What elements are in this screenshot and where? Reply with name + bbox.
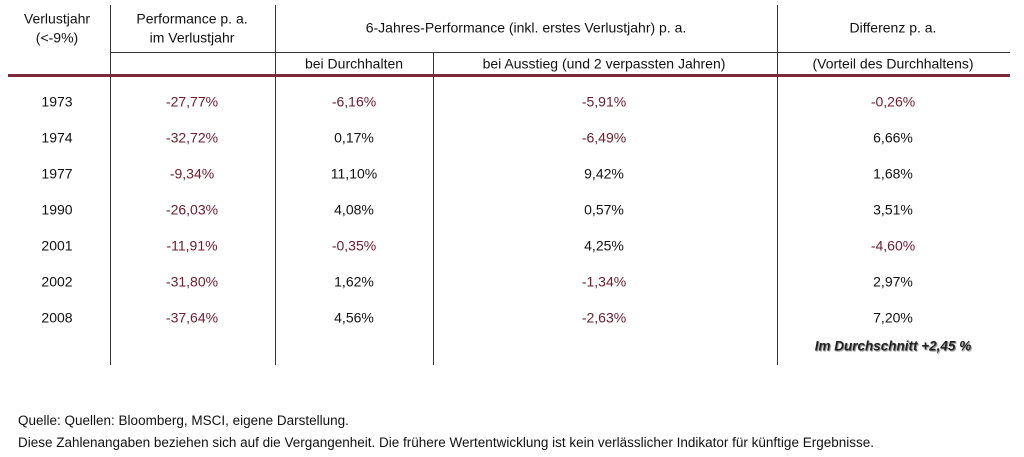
table-cell: 2002 xyxy=(41,273,73,290)
table-cell: -6,49% xyxy=(581,129,627,146)
table-cell: 7,20% xyxy=(873,309,913,326)
table-cell: 1973 xyxy=(41,93,73,110)
table-cell: 3,51% xyxy=(873,201,913,218)
table-cell: 2,97% xyxy=(873,273,913,290)
table-cell: 1974 xyxy=(41,129,73,146)
col-line xyxy=(433,52,434,365)
summary: Im Durchschnitt +2,45 % xyxy=(814,338,972,354)
header-rule xyxy=(8,74,1010,77)
col-line xyxy=(110,5,111,365)
table-cell: 1,62% xyxy=(334,273,374,290)
header-cell: Differenz p. a. xyxy=(849,19,937,36)
table-cell: -26,03% xyxy=(165,201,219,218)
table-cell: -0,26% xyxy=(870,93,916,110)
table-cell: -37,64% xyxy=(165,309,219,326)
table-cell: -6,16% xyxy=(331,93,377,110)
table-cell: 4,25% xyxy=(584,237,624,254)
table-cell: 0,57% xyxy=(584,201,624,218)
table-cell: -0,35% xyxy=(331,237,377,254)
table-cell: -5,91% xyxy=(581,93,627,110)
row-line xyxy=(110,52,1010,53)
table-cell: 6,66% xyxy=(873,129,913,146)
header-cell: Performance p. a. xyxy=(136,10,248,26)
subheader-cell: (Vorteil des Durchhaltens) xyxy=(812,55,974,72)
footnote: Diese Zahlenangaben beziehen sich auf di… xyxy=(18,435,874,450)
table-cell: 1990 xyxy=(41,201,73,218)
table-cell: 11,10% xyxy=(330,165,378,182)
table-cell: 0,17% xyxy=(334,129,374,146)
table-cell: -4,60% xyxy=(870,237,916,254)
table-cell: -2,63% xyxy=(581,309,627,326)
table-cell: 1,68% xyxy=(873,165,913,182)
table-cell: -32,72% xyxy=(165,129,219,146)
table-cell: -9,34% xyxy=(169,165,215,182)
table-cell: 2008 xyxy=(41,309,73,326)
table-cell: -11,91% xyxy=(166,237,218,254)
table-cell: 2001 xyxy=(41,237,73,254)
footnote: Quelle: Quellen: Bloomberg, MSCI, eigene… xyxy=(18,413,349,428)
subheader-cell: bei Durchhalten xyxy=(304,55,404,72)
header-cell: im Verlustjahr xyxy=(149,29,235,45)
table-cell: 1977 xyxy=(41,165,73,182)
table-cell: 9,42% xyxy=(584,165,624,182)
subheader-cell: bei Ausstieg (und 2 verpassten Jahren) xyxy=(482,55,726,72)
col-line xyxy=(275,5,276,365)
header-cell: (<-9%) xyxy=(35,29,79,45)
table-cell: -31,80% xyxy=(165,273,219,290)
header-cell: 6-Jahres-Performance (inkl. erstes Verlu… xyxy=(365,19,687,36)
col-line xyxy=(777,5,778,365)
table-cell: -1,34% xyxy=(581,273,627,290)
table-cell: -27,77% xyxy=(165,93,219,110)
header-cell: Verlustjahr xyxy=(23,10,91,26)
table-cell: 4,56% xyxy=(334,309,374,326)
table-cell: 4,08% xyxy=(334,201,374,218)
